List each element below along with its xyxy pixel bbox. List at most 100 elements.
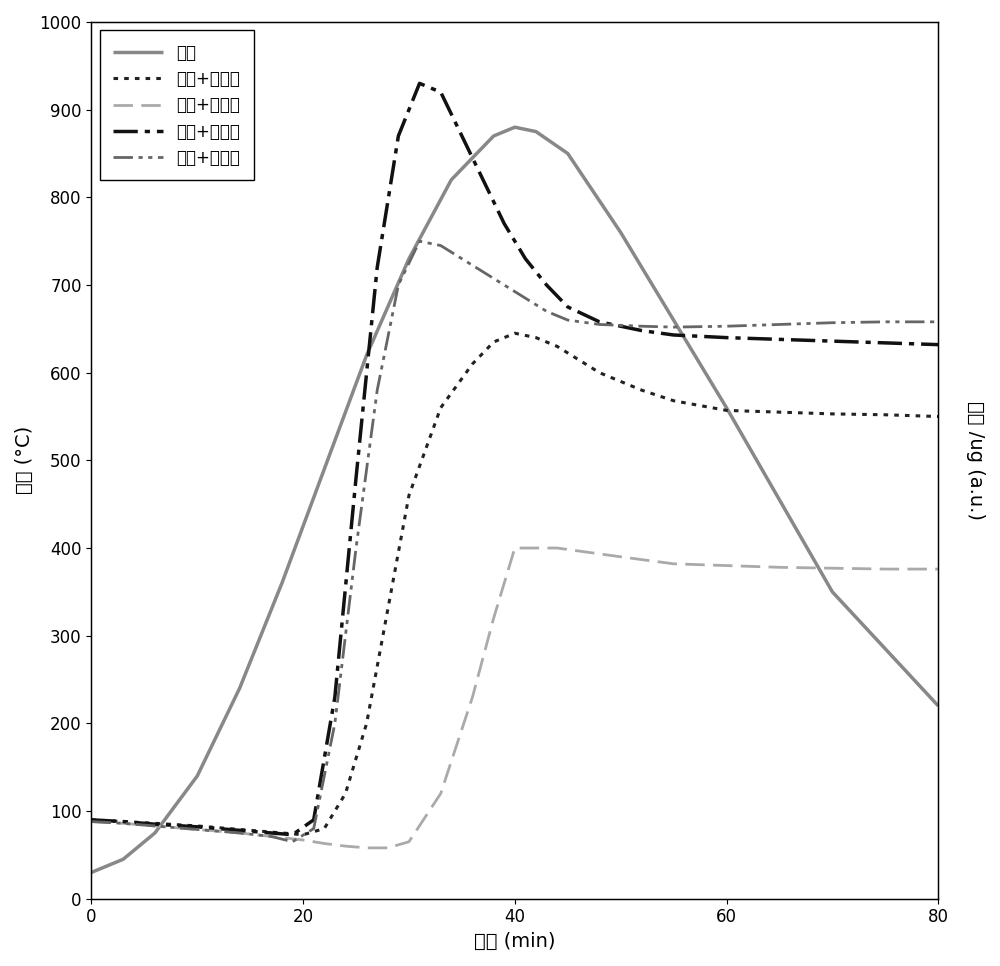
- 玻璃+礸化銀: [297, 835, 309, 846]
- 玻璃+礸化銀: [191, 824, 203, 836]
- 玻璃+礸化锤: [191, 821, 203, 833]
- Legend: 温度, 玻璃+礸化铅, 玻璃+礸化銀, 玻璃+礸化锤, 玻璃+礸化铋: 温度, 玻璃+礸化铅, 玻璃+礸化銀, 玻璃+礸化锤, 玻璃+礸化铋: [100, 30, 254, 181]
- 温度: [276, 578, 288, 589]
- 玻璃+礸化铋: [562, 314, 574, 326]
- 玻璃+礸化铅: [191, 820, 203, 832]
- 玻璃+礸化铋: [149, 820, 161, 832]
- Line: 玻璃+礸化铋: 玻璃+礸化铋: [91, 242, 938, 841]
- 玻璃+礸化铅: [318, 823, 330, 835]
- 玻璃+礸化铅: [551, 341, 563, 353]
- 玻璃+礸化铋: [498, 279, 510, 291]
- 玻璃+礸化铅: [265, 826, 277, 838]
- 玻璃+礸化銀: [265, 831, 277, 842]
- 玻璃+礸化铅: [382, 604, 394, 615]
- 温度: [773, 494, 785, 505]
- 玻璃+礸化锤: [636, 325, 648, 336]
- 玻璃+礸化锤: [721, 332, 733, 344]
- 玻璃+礸化铅: [721, 405, 733, 416]
- 玻璃+礸化铅: [488, 336, 500, 348]
- 玻璃+礸化铅: [361, 718, 373, 729]
- 玻璃+礸化锤: [287, 829, 299, 840]
- 玻璃+礸化铅: [339, 787, 351, 799]
- 玻璃+礸化銀: [932, 563, 944, 575]
- 玻璃+礸化锤: [668, 329, 680, 341]
- 玻璃+礸化铋: [191, 824, 203, 836]
- 玻璃+礸化銀: [234, 827, 246, 838]
- 玻璃+礸化锤: [329, 692, 341, 703]
- 玻璃+礸化銀: [826, 562, 838, 574]
- 玻璃+礸化铋: [773, 319, 785, 330]
- 玻璃+礸化铋: [636, 321, 648, 332]
- 温度: [879, 643, 891, 655]
- 玻璃+礸化铋: [392, 279, 404, 291]
- 玻璃+礸化銀: [339, 840, 351, 852]
- 玻璃+礸化铋: [414, 236, 426, 247]
- 玻璃+礸化铅: [85, 814, 97, 826]
- 玻璃+礸化锤: [562, 301, 574, 313]
- 玻璃+礸化銀: [773, 561, 785, 573]
- 玻璃+礸化铋: [265, 831, 277, 842]
- 玻璃+礸化锤: [456, 130, 468, 142]
- 玻璃+礸化铋: [721, 321, 733, 332]
- 玻璃+礸化铅: [773, 407, 785, 418]
- 玻璃+礸化锤: [826, 335, 838, 347]
- 玻璃+礸化铅: [879, 409, 891, 420]
- 玻璃+礸化铋: [879, 316, 891, 327]
- 玻璃+礸化铅: [466, 358, 478, 370]
- 玻璃+礸化锤: [234, 825, 246, 837]
- 玻璃+礸化铅: [435, 402, 447, 413]
- 玻璃+礸化铋: [234, 827, 246, 838]
- 温度: [530, 126, 542, 137]
- 玻璃+礸化铋: [826, 317, 838, 328]
- 玻璃+礸化锤: [85, 814, 97, 826]
- 玻璃+礸化锤: [435, 86, 447, 98]
- 玻璃+礸化铅: [668, 395, 680, 407]
- 玻璃+礸化铅: [826, 408, 838, 419]
- 玻璃+礸化銀: [466, 692, 478, 703]
- 玻璃+礸化铋: [435, 240, 447, 251]
- Line: 温度: 温度: [91, 128, 938, 872]
- 玻璃+礸化銀: [85, 815, 97, 827]
- 玻璃+礸化锤: [773, 333, 785, 345]
- Y-axis label: 质量 /ug (a.u.): 质量 /ug (a.u.): [966, 401, 985, 520]
- 玻璃+礸化锤: [371, 262, 383, 273]
- Y-axis label: 温度 (°C): 温度 (°C): [15, 426, 34, 495]
- 玻璃+礸化铋: [329, 718, 341, 729]
- 温度: [85, 867, 97, 878]
- 温度: [932, 700, 944, 712]
- 玻璃+礸化锤: [392, 130, 404, 142]
- 玻璃+礸化铋: [932, 316, 944, 327]
- 玻璃+礸化铋: [308, 823, 320, 835]
- 玻璃+礸化铅: [530, 332, 542, 344]
- 玻璃+礸化銀: [551, 542, 563, 554]
- 玻璃+礸化銀: [361, 842, 373, 854]
- 玻璃+礸化铅: [403, 490, 415, 501]
- 温度: [361, 350, 373, 361]
- 玻璃+礸化铅: [297, 829, 309, 840]
- 玻璃+礸化铋: [350, 542, 362, 554]
- 温度: [117, 854, 129, 866]
- 玻璃+礸化銀: [668, 558, 680, 570]
- 温度: [191, 770, 203, 781]
- 温度: [826, 586, 838, 598]
- 温度: [318, 464, 330, 475]
- 玻璃+礸化锤: [149, 818, 161, 830]
- 玻璃+礸化铋: [85, 815, 97, 827]
- 玻璃+礸化锤: [117, 815, 129, 827]
- 玻璃+礸化銀: [721, 559, 733, 571]
- Line: 玻璃+礸化锤: 玻璃+礸化锤: [91, 83, 938, 835]
- 温度: [562, 148, 574, 159]
- 玻璃+礸化锤: [414, 77, 426, 89]
- 玻璃+礸化锤: [879, 337, 891, 349]
- 玻璃+礸化銀: [879, 563, 891, 575]
- 玻璃+礸化銀: [382, 842, 394, 854]
- 玻璃+礸化銀: [117, 817, 129, 829]
- 玻璃+礸化铅: [117, 815, 129, 827]
- 玻璃+礸化銀: [318, 838, 330, 849]
- 玻璃+礸化銀: [615, 551, 627, 562]
- 玻璃+礸化铋: [456, 253, 468, 265]
- 玻璃+礸化铅: [636, 384, 648, 396]
- 温度: [234, 683, 246, 695]
- 玻璃+礸化锤: [477, 174, 489, 185]
- 玻璃+礸化铋: [477, 266, 489, 277]
